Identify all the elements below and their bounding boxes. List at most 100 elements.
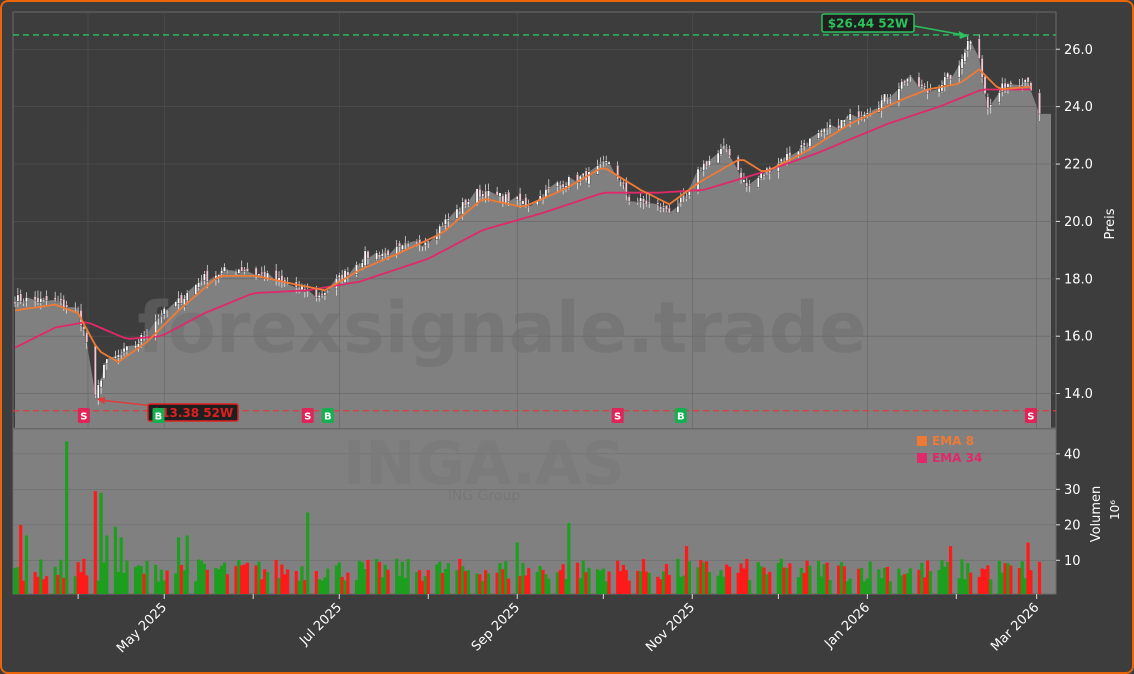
candle-body: [616, 164, 619, 180]
candle-body: [722, 144, 726, 146]
candle-body: [114, 355, 117, 359]
candle: [16, 287, 20, 308]
volume-bar: [862, 581, 867, 594]
candle: [616, 161, 619, 181]
x-tick-label: Sep 2025: [469, 600, 523, 654]
volume-bar: [676, 558, 680, 594]
volume-bar: [900, 575, 904, 594]
volume-bar: [960, 559, 964, 594]
candle: [200, 275, 203, 286]
candle-body: [756, 177, 760, 188]
volume-bar: [237, 559, 241, 594]
legend-swatch: [917, 453, 927, 463]
candle: [960, 54, 964, 75]
candle-body: [426, 240, 430, 244]
price-tick-label: 20.0: [1064, 215, 1093, 230]
volume-bar: [963, 579, 967, 594]
candle: [665, 205, 668, 213]
volume-bar: [136, 565, 141, 594]
candle-body: [883, 93, 886, 103]
candle: [957, 60, 961, 84]
volume-bar: [799, 568, 803, 594]
volume-bar: [504, 561, 508, 594]
volume-bar: [908, 568, 912, 594]
volume-bar: [403, 578, 407, 594]
candle-body: [53, 297, 57, 301]
volume-bar: [705, 561, 709, 594]
candle-body: [808, 138, 812, 147]
volume-bar: [736, 572, 740, 594]
volume-bar: [326, 568, 330, 594]
candle-body: [274, 269, 278, 281]
volume-bar: [446, 563, 450, 594]
candle-body: [828, 124, 832, 128]
volume-bars: [13, 441, 1042, 594]
candle: [639, 191, 642, 208]
volume-bar: [644, 571, 648, 594]
candle: [647, 194, 651, 209]
volume-tick-label: 40: [1064, 447, 1081, 462]
candle: [487, 183, 490, 202]
volume-bar: [234, 565, 238, 594]
candle-body: [880, 99, 883, 111]
candle-body: [119, 353, 123, 355]
candle-body: [403, 242, 407, 245]
candle-body: [868, 111, 872, 113]
volume-bar: [1009, 565, 1013, 594]
volume-bar: [845, 581, 849, 594]
candle: [762, 173, 766, 180]
x-tick-label: Nov 2025: [643, 600, 698, 655]
volume-bar: [478, 574, 482, 594]
volume-bar: [139, 566, 143, 594]
candle-body: [866, 112, 869, 115]
candle-body: [969, 40, 972, 45]
candle: [702, 160, 706, 177]
candle-body: [903, 80, 906, 84]
candle-body: [415, 240, 419, 242]
candle: [495, 186, 499, 196]
candle: [99, 378, 103, 394]
candle: [903, 79, 906, 86]
volume-bar: [280, 564, 284, 594]
volume-bar: [225, 574, 229, 594]
candle-body: [102, 364, 106, 379]
volume-bar: [154, 564, 158, 594]
candle: [602, 155, 605, 168]
volume-bar: [56, 575, 60, 594]
volume-bar: [748, 580, 752, 594]
signal-label: S: [614, 412, 621, 423]
volume-bar: [739, 563, 743, 594]
candle: [401, 244, 404, 252]
candle-body: [464, 199, 467, 206]
watermark-text: forexsignale.trade: [137, 287, 866, 369]
candle-body: [782, 159, 786, 161]
candle-body: [547, 186, 551, 189]
volume-bar: [33, 571, 37, 594]
candle: [125, 345, 129, 356]
volume-bar: [377, 561, 382, 594]
signal-label: S: [1027, 412, 1034, 423]
candle: [464, 198, 467, 208]
candle: [122, 342, 126, 357]
candle-body: [13, 301, 17, 305]
volume-bar: [664, 563, 669, 594]
volume-bar: [222, 562, 227, 594]
candle: [719, 143, 723, 156]
candle: [716, 150, 720, 164]
volume-bar: [819, 576, 824, 594]
volume-bar: [1020, 561, 1024, 594]
signal-label: B: [324, 412, 332, 423]
price-tick-label: 14.0: [1064, 387, 1093, 402]
candle: [656, 197, 660, 211]
candle: [1038, 89, 1041, 121]
candle-body: [762, 174, 766, 177]
sell-signal: S: [77, 408, 90, 423]
volume-bar: [65, 441, 69, 594]
candle: [403, 236, 407, 250]
volume-bar: [779, 558, 783, 594]
candle-body: [495, 191, 499, 196]
company-watermark: ING Group: [448, 488, 521, 504]
volume-bar: [661, 571, 666, 594]
candle-body: [636, 201, 640, 204]
